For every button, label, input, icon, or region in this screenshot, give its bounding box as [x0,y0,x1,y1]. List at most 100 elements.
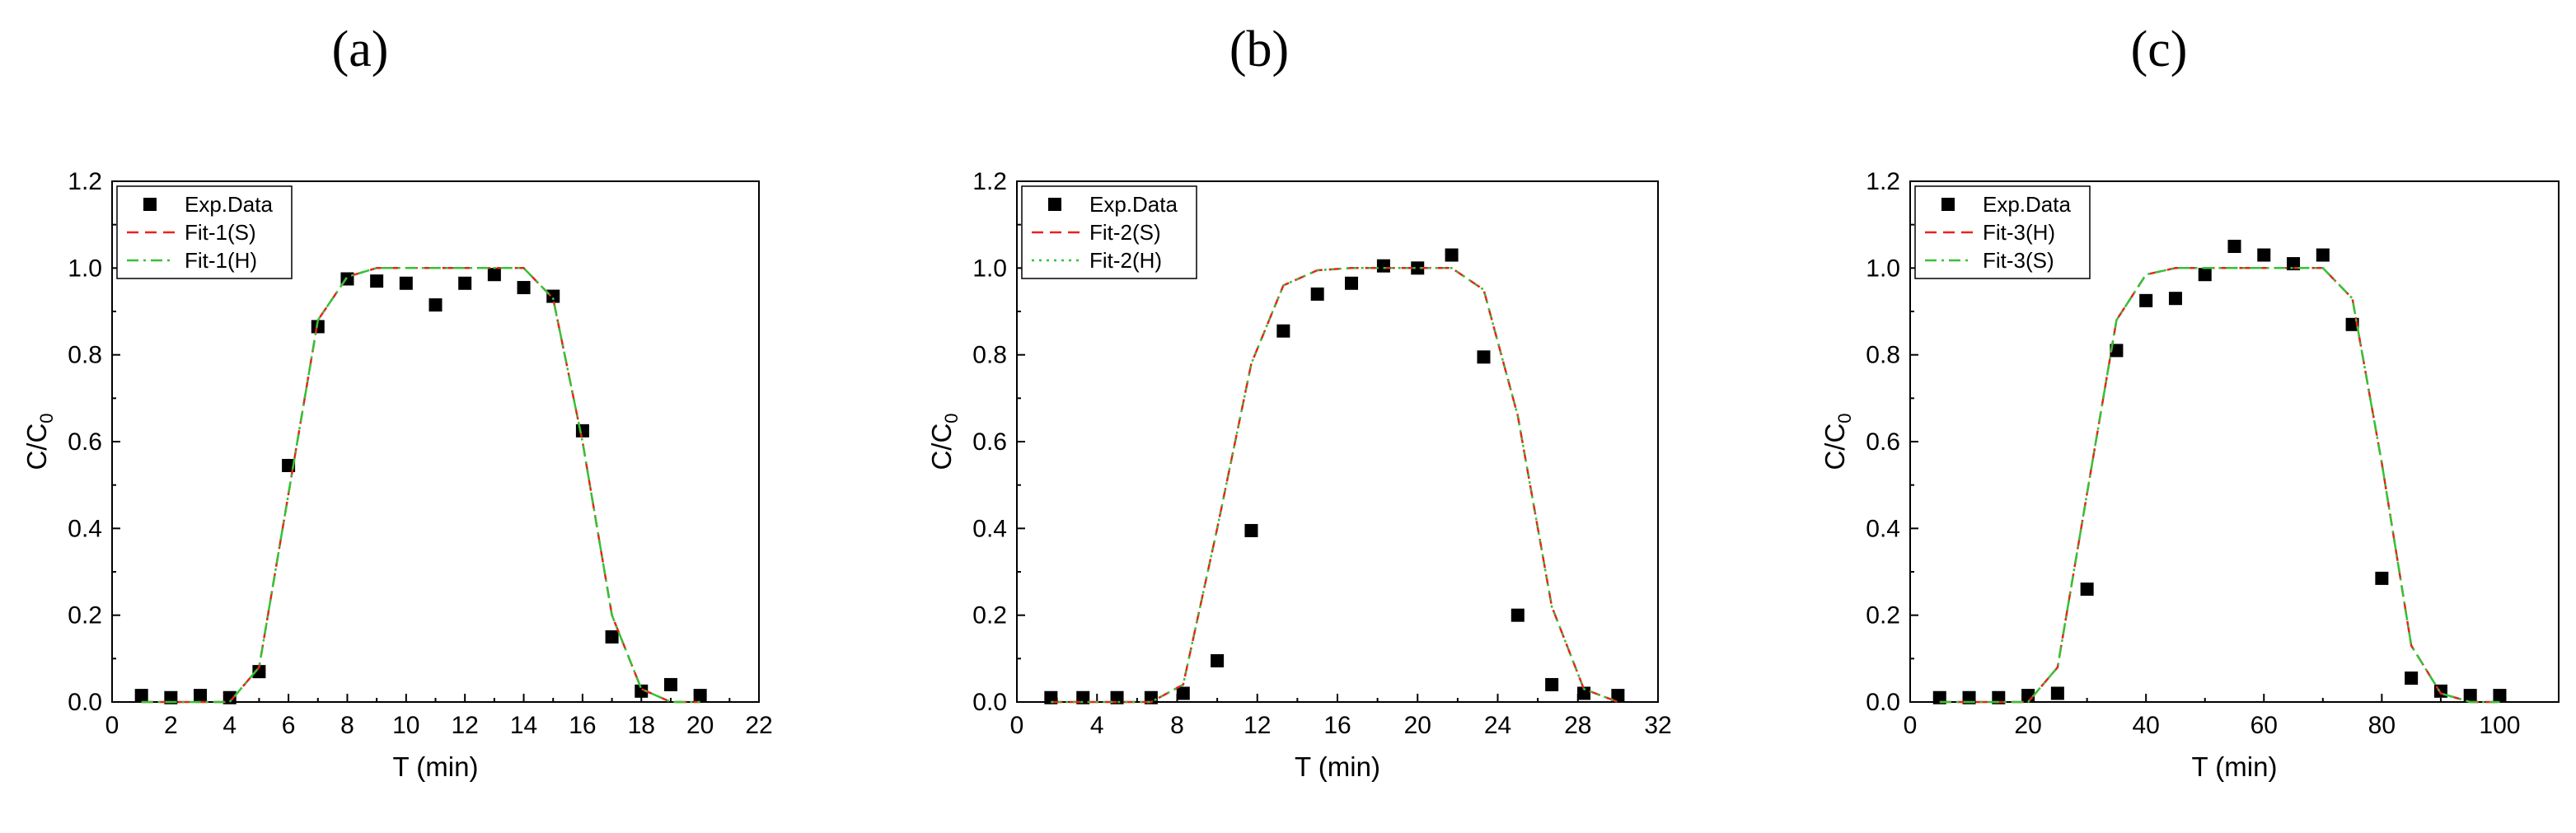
data-point [517,281,531,295]
y-tick-label: 0.2 [972,602,1007,629]
legend-label: Fit-2(H) [1089,248,1162,273]
y-tick-label: 1.2 [1866,168,1900,195]
y-tick-label: 0.8 [1866,342,1900,369]
x-tick-label: 32 [1644,712,1671,739]
data-point [1510,608,1525,622]
x-tick-label: 100 [2479,712,2520,739]
legend-label: Exp.Data [1983,192,2071,217]
chart-panel-1: (a) 0 2 4 6 8 10 12 14 16 18 20 22 0.0 0.2 0.4 0.6 0.8 1.0… [21,21,773,782]
series-line-fit-3-s- [1939,267,2500,704]
data-point [487,268,501,282]
x-tick-label: 2 [164,712,178,739]
data-point [370,274,384,288]
data-point [575,424,589,438]
data-point [2110,344,2124,358]
data-point [1110,690,1124,704]
y-tick-label: 0.8 [972,342,1007,369]
x-axis-title: T (min) [1295,751,1380,782]
y-axis-title-subscript: 0 [1834,413,1855,423]
data-point [1932,690,1946,704]
y-axis-title: C/C0 [926,413,962,470]
chart-panel-2: (b) 0 4 8 12 16 20 24 28 32 0.0 0.2 0.4 0.6 0.8 1.0 1.2 T… [926,21,1672,782]
legend-label: Fit-3(S) [1983,248,2054,273]
panel-label: (c) [2131,21,2188,77]
legend-marker [1941,198,1955,211]
data-point [311,320,325,334]
x-tick-label: 12 [451,712,478,739]
data-point [2405,672,2419,686]
y-tick-label: 1.0 [68,255,102,282]
y-tick-label: 0.4 [1866,515,1900,542]
x-tick-label: 0 [1010,712,1024,739]
data-point [635,684,649,698]
data-point [252,665,266,679]
x-tick-label: 18 [628,712,655,739]
data-point [2050,686,2064,700]
data-point [429,298,443,312]
x-tick-label: 28 [1564,712,1591,739]
legend-marker [143,198,157,211]
data-point [1962,690,1976,704]
x-tick-label: 20 [1404,712,1431,739]
data-point [2168,292,2182,306]
series-line-fit-2-s- [1051,267,1618,704]
x-tick-label: 60 [2250,712,2278,739]
x-tick-label: 22 [745,712,772,739]
data-point [1044,690,1058,704]
data-point [1611,689,1625,703]
legend-label: Exp.Data [1089,192,1178,217]
y-axis-title-main: C/C [21,424,52,470]
y-axis-title-subscript: 0 [36,413,57,423]
x-axis-title: T (min) [2192,751,2278,782]
y-tick-label: 1.0 [972,255,1007,282]
x-tick-label: 8 [1170,712,1184,739]
x-tick-label: 16 [569,712,596,739]
x-tick-label: 16 [1323,712,1351,739]
x-tick-label: 4 [222,712,237,739]
y-tick-label: 1.2 [68,168,102,195]
data-point [1411,261,1425,275]
panel-label: (b) [1229,21,1289,77]
chart-panel-3: (c) 0 20 40 60 80 100 0.0 0.2 0.4 0.6 0.8 1.0 1.2 T (m… [1820,21,2560,782]
x-tick-label: 20 [2014,712,2041,739]
x-tick-label: 40 [2132,712,2159,739]
data-point [2198,268,2212,282]
y-axis-title-main: C/C [1820,424,1850,470]
legend-label: Fit-1(H) [185,248,257,273]
y-tick-label: 0.2 [68,602,102,629]
y-tick-label: 0.0 [68,689,102,716]
x-tick-label: 12 [1244,712,1271,739]
y-tick-label: 1.0 [1866,255,1900,282]
x-axis-title: T (min) [393,751,479,782]
data-point [1445,248,1459,262]
y-tick-label: 0.6 [972,428,1007,456]
data-point [1545,677,1559,691]
data-point [2139,293,2153,307]
data-point [2316,248,2330,262]
legend-label: Fit-1(S) [185,220,256,245]
x-tick-label: 0 [105,712,119,739]
x-tick-label: 20 [686,712,714,739]
y-tick-label: 0.6 [1866,428,1900,456]
data-point [2080,583,2094,597]
data-point [1176,686,1190,700]
y-tick-label: 0.4 [68,515,102,542]
legend-label: Fit-2(S) [1089,220,1161,245]
y-axis-title-group: C/C0 [1820,413,1855,470]
data-point [1577,686,1591,700]
legend-label: Fit-3(H) [1983,220,2055,245]
data-point [1376,259,1390,273]
data-point [546,289,560,303]
data-point [1992,690,2006,704]
data-point [1144,690,1158,704]
data-point [1276,324,1290,338]
y-axis-title-group: C/C0 [926,413,962,470]
x-tick-label: 24 [1484,712,1511,739]
data-point [2375,571,2389,585]
x-tick-label: 10 [392,712,419,739]
y-tick-label: 1.2 [972,168,1007,195]
data-point [1211,653,1225,667]
x-tick-label: 14 [510,712,537,739]
x-tick-label: 4 [1090,712,1104,739]
